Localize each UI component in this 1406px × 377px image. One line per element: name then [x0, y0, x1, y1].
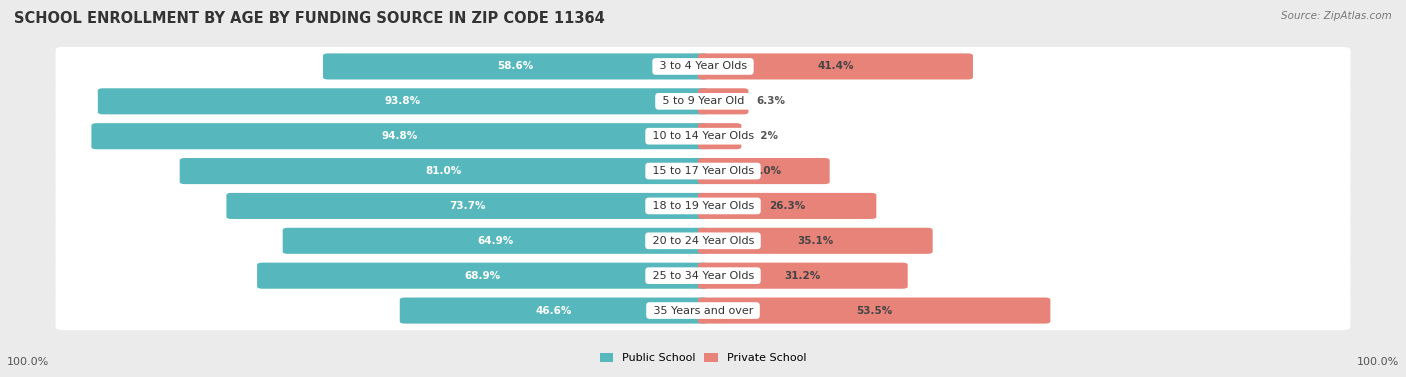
Text: 19.0%: 19.0%: [745, 166, 782, 176]
FancyBboxPatch shape: [697, 193, 876, 219]
FancyBboxPatch shape: [91, 123, 709, 149]
FancyBboxPatch shape: [56, 186, 1350, 225]
FancyBboxPatch shape: [226, 193, 709, 219]
Text: 31.2%: 31.2%: [785, 271, 821, 281]
FancyBboxPatch shape: [180, 158, 709, 184]
FancyBboxPatch shape: [56, 82, 1350, 121]
FancyBboxPatch shape: [697, 228, 932, 254]
FancyBboxPatch shape: [697, 263, 908, 289]
Text: 73.7%: 73.7%: [449, 201, 485, 211]
Text: 64.9%: 64.9%: [477, 236, 513, 246]
Text: 53.5%: 53.5%: [856, 305, 893, 316]
Text: Source: ZipAtlas.com: Source: ZipAtlas.com: [1281, 11, 1392, 21]
FancyBboxPatch shape: [697, 88, 748, 114]
Text: SCHOOL ENROLLMENT BY AGE BY FUNDING SOURCE IN ZIP CODE 11364: SCHOOL ENROLLMENT BY AGE BY FUNDING SOUR…: [14, 11, 605, 26]
FancyBboxPatch shape: [56, 291, 1350, 330]
Legend: Public School, Private School: Public School, Private School: [595, 348, 811, 368]
FancyBboxPatch shape: [56, 256, 1350, 295]
FancyBboxPatch shape: [399, 297, 709, 323]
FancyBboxPatch shape: [283, 228, 709, 254]
FancyBboxPatch shape: [697, 158, 830, 184]
Text: 58.6%: 58.6%: [498, 61, 534, 72]
Text: 93.8%: 93.8%: [385, 96, 420, 106]
Text: 81.0%: 81.0%: [426, 166, 463, 176]
FancyBboxPatch shape: [697, 54, 973, 80]
FancyBboxPatch shape: [98, 88, 709, 114]
FancyBboxPatch shape: [697, 297, 1050, 323]
Text: 3 to 4 Year Olds: 3 to 4 Year Olds: [655, 61, 751, 72]
Text: 20 to 24 Year Olds: 20 to 24 Year Olds: [648, 236, 758, 246]
FancyBboxPatch shape: [56, 116, 1350, 156]
Text: 41.4%: 41.4%: [817, 61, 853, 72]
Text: 15 to 17 Year Olds: 15 to 17 Year Olds: [648, 166, 758, 176]
Text: 35.1%: 35.1%: [797, 236, 834, 246]
Text: 46.6%: 46.6%: [536, 305, 572, 316]
Text: 100.0%: 100.0%: [7, 357, 49, 367]
FancyBboxPatch shape: [697, 123, 741, 149]
Text: 25 to 34 Year Olds: 25 to 34 Year Olds: [648, 271, 758, 281]
Text: 35 Years and over: 35 Years and over: [650, 305, 756, 316]
Text: 68.9%: 68.9%: [464, 271, 501, 281]
FancyBboxPatch shape: [323, 54, 709, 80]
Text: 100.0%: 100.0%: [1357, 357, 1399, 367]
Text: 94.8%: 94.8%: [381, 131, 418, 141]
FancyBboxPatch shape: [56, 47, 1350, 86]
Text: 10 to 14 Year Olds: 10 to 14 Year Olds: [648, 131, 758, 141]
Text: 6.3%: 6.3%: [756, 96, 785, 106]
FancyBboxPatch shape: [257, 263, 709, 289]
FancyBboxPatch shape: [56, 152, 1350, 191]
FancyBboxPatch shape: [56, 221, 1350, 261]
Text: 5.2%: 5.2%: [749, 131, 778, 141]
Text: 5 to 9 Year Old: 5 to 9 Year Old: [658, 96, 748, 106]
Text: 18 to 19 Year Olds: 18 to 19 Year Olds: [648, 201, 758, 211]
Text: 26.3%: 26.3%: [769, 201, 806, 211]
